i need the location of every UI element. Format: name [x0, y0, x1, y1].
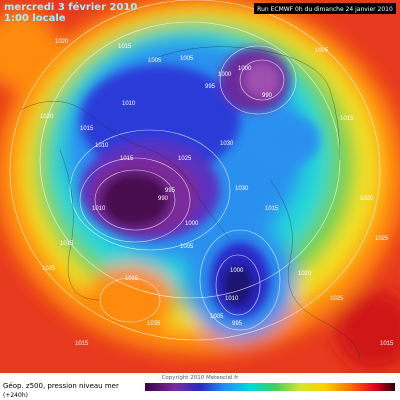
isobar-label: 1015: [380, 341, 394, 347]
isobar-label: 1015: [60, 241, 74, 247]
isobar-label: 1005: [315, 48, 329, 54]
field: [0, 0, 400, 373]
copyright: Copyright 2010 Meteociel.fr: [162, 375, 240, 381]
date: mercredi 3 février 2010: [4, 1, 137, 13]
isobar-label: 1030: [220, 141, 234, 147]
isobar-label: 1000: [238, 66, 252, 72]
isobar-label: 1010: [95, 143, 109, 149]
isobar-label: 1015: [125, 276, 139, 282]
run-box: [254, 3, 396, 14]
isobar-label: 1025: [375, 236, 389, 242]
isobar-label: 995: [165, 188, 176, 194]
isobar-label: 1035: [147, 321, 161, 327]
isobar-label: 1005: [180, 244, 194, 250]
isobar-label: 1005: [148, 58, 162, 64]
isobar-label: 995: [205, 84, 216, 90]
isobar-label: 1000: [218, 72, 232, 78]
isobar-label: 1025: [42, 266, 56, 272]
isobar-label: 990: [262, 93, 273, 99]
isobar-label: 1015: [80, 126, 94, 132]
isobar-label: 990: [158, 196, 169, 202]
run-info: Run ECMWF 0h du dimanche 24 janvier 2010: [257, 6, 393, 13]
isobar-label: 1025: [330, 296, 344, 302]
isobar-label: 1010: [92, 206, 106, 212]
isobar-label: 1005: [180, 56, 194, 62]
isobar-label: 1000: [185, 221, 199, 227]
isobar-label: 1015: [265, 206, 279, 212]
isobar-label: 1020: [55, 39, 69, 45]
isobar-label: 1010: [122, 101, 136, 107]
isobar-label: 1020: [360, 196, 374, 202]
isobar-label: 1015: [75, 341, 89, 347]
time: 1:00 locale: [4, 13, 66, 24]
color-scale: [145, 383, 395, 391]
lead-time: (+240h): [3, 392, 28, 399]
isobar-label: 1010: [225, 296, 239, 302]
isobar-label: 1005: [210, 314, 224, 320]
isobar-label: 1000: [230, 268, 244, 274]
isobar-label: 1015: [120, 156, 134, 162]
isobar-labels: 1020101510051000995100599010001005101010…: [40, 39, 394, 347]
isobar-label: 1015: [118, 44, 132, 50]
isobar-label: 995: [232, 321, 243, 327]
isobar-label: 1020: [40, 114, 54, 120]
isobar-label: 1030: [235, 186, 249, 192]
field-name: Géop. z500, pression niveau mer: [3, 382, 119, 390]
isobar-label: 1015: [340, 116, 354, 122]
isobar-label: 1020: [298, 271, 312, 277]
isobar-label: 1025: [178, 156, 192, 162]
